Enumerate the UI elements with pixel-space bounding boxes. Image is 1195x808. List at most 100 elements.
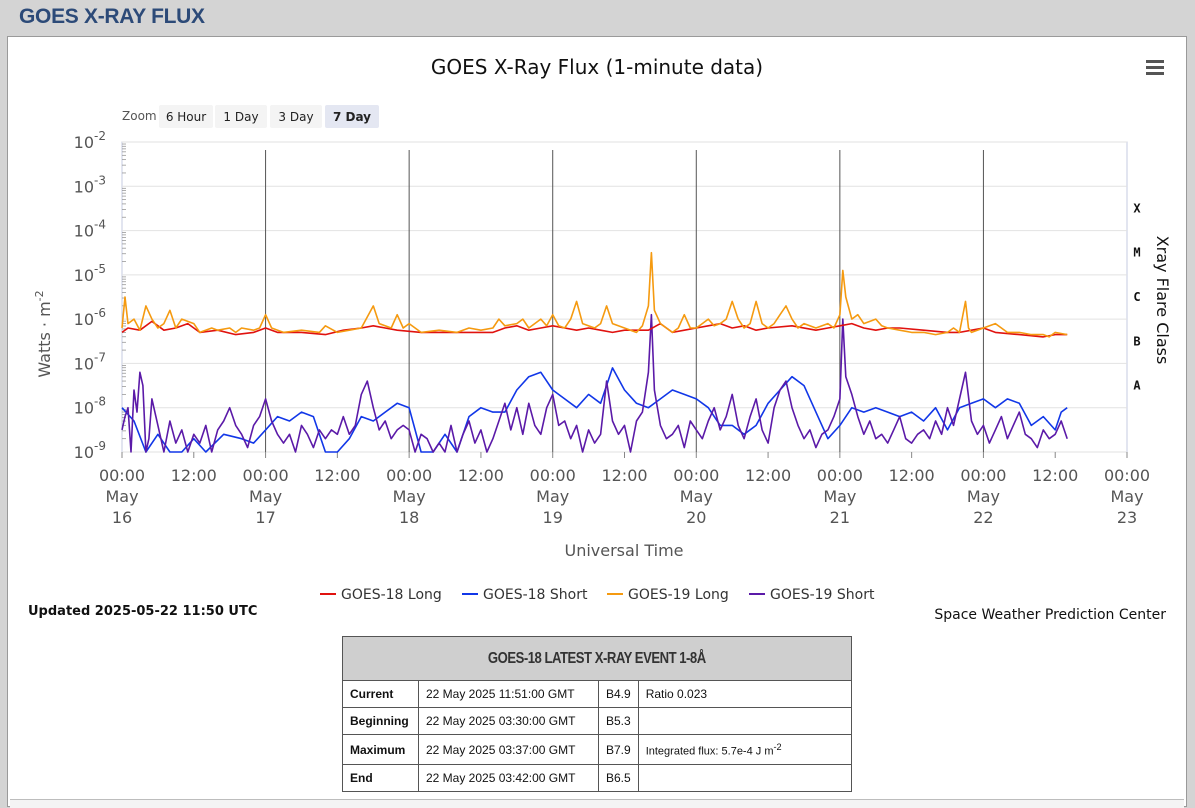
y-tick-base: 10: [74, 222, 94, 241]
x-tick-time-label: 00:00: [960, 466, 1006, 485]
row-label: End: [342, 764, 419, 792]
y-tick-exponent: -5: [94, 262, 106, 276]
y-tick-label: 10-6: [74, 306, 106, 329]
row-class: B7.9: [598, 734, 639, 765]
x-tick-time-label: 12:00: [171, 466, 217, 485]
plot-frame: [121, 141, 1128, 453]
row-label: Maximum: [342, 734, 419, 765]
menu-icon-bar: [1146, 60, 1164, 63]
event-table-title: GOES-18 LATEST X-RAY EVENT 1-8Å: [342, 636, 852, 681]
x-tick-time-label: 00:00: [243, 466, 289, 485]
page-title: GOES X-RAY FLUX: [19, 5, 205, 28]
y-axis-title: Watts · m-2: [33, 290, 54, 377]
y-axis-title-sup: -2: [33, 290, 46, 301]
x-tick-day-label: 20: [686, 508, 706, 527]
x-tick-day-label: 17: [255, 508, 275, 527]
row-time: 22 May 2025 03:30:00 GMT: [418, 707, 599, 735]
table-row: Current 22 May 2025 11:51:00 GMT B4.9 Ra…: [342, 680, 853, 708]
updated-timestamp: Updated 2025-05-22 11:50 UTC: [28, 604, 258, 619]
legend-item[interactable]: GOES-18 Long: [320, 587, 442, 603]
integrated-flux-text: Integrated flux: 5.7e-4 J m: [645, 745, 774, 758]
x-tick-time-label: 12:00: [745, 466, 791, 485]
x-tick-day-label: 19: [543, 508, 563, 527]
flare-class-label: A: [1133, 379, 1141, 393]
x-tick-day-label: 22: [973, 508, 993, 527]
row-class: B6.5: [598, 764, 639, 792]
x-tick-month-label: May: [536, 487, 569, 506]
y-tick-label: 10-2: [74, 129, 106, 152]
legend-label: GOES-18 Long: [341, 587, 442, 603]
zoom-button-bg: [325, 105, 379, 128]
row-time: 22 May 2025 11:51:00 GMT: [418, 680, 599, 708]
latest-event-table: GOES-18 LATEST X-RAY EVENT 1-8Å Current …: [342, 636, 853, 792]
bottom-strip: [10, 799, 1184, 808]
zoom-button-label: 1 Day: [223, 110, 258, 124]
flare-class-label: B: [1133, 334, 1140, 348]
y-tick-label: 10-9: [74, 439, 106, 462]
x-tick-time-label: 12:00: [1032, 466, 1078, 485]
y-axis-title-text: Watts · m: [35, 301, 54, 377]
menu-icon-bar: [1146, 72, 1164, 75]
x-tick-time-label: 00:00: [530, 466, 576, 485]
y-tick-base: 10: [74, 310, 94, 329]
row-time: 22 May 2025 03:42:00 GMT: [418, 764, 599, 792]
zoom-button-6-hour[interactable]: 6 Hour: [159, 105, 213, 128]
table-row: Beginning 22 May 2025 03:30:00 GMT B5.3: [342, 707, 853, 735]
event-table-title-text: GOES-18 LATEST X-RAY EVENT 1-8Å: [488, 649, 706, 667]
zoom-button-label: 3 Day: [278, 110, 313, 124]
flare-class-label: C: [1133, 290, 1140, 304]
x-tick-time-label: 00:00: [386, 466, 432, 485]
chart-legend: GOES-18 Long GOES-18 Short GOES-19 Long GOE…: [320, 587, 875, 603]
y-tick-base: 10: [74, 399, 94, 418]
row-note: [637, 707, 853, 735]
row-note: Ratio 0.023: [637, 680, 853, 708]
zoom-button-bg: [270, 105, 322, 128]
menu-icon-bar: [1146, 66, 1164, 69]
row-note: Integrated flux: 5.7e-4 J m-2: [637, 734, 853, 765]
x-tick-day-label: 18: [399, 508, 419, 527]
flare-class-label: X: [1133, 201, 1141, 215]
zoom-button-label: 6 Hour: [166, 110, 206, 124]
x-tick-day-label: 21: [830, 508, 850, 527]
x-tick-month-label: May: [967, 487, 1000, 506]
x-tick-time-label: 00:00: [1104, 466, 1150, 485]
zoom-button-3-day[interactable]: 3 Day: [270, 105, 322, 128]
flare-class-label: M: [1133, 246, 1140, 260]
series-line-goes-19-long: [121, 251, 1068, 338]
credit-text: Space Weather Prediction Center: [934, 607, 1166, 623]
x-tick-time-label: 12:00: [601, 466, 647, 485]
y-tick-label: 10-3: [74, 173, 106, 196]
row-label: Current: [342, 680, 419, 708]
x-tick-time-label: 12:00: [314, 466, 360, 485]
y-tick-base: 10: [74, 266, 94, 285]
zoom-label: Zoom: [122, 109, 157, 123]
legend-item[interactable]: GOES-19 Long: [607, 587, 729, 603]
zoom-button-bg: [159, 105, 213, 128]
y-tick-label: 10-4: [74, 218, 106, 241]
y-tick-label: 10-8: [74, 395, 106, 418]
zoom-button-7-day[interactable]: 7 Day: [325, 105, 379, 128]
chart-title: GOES X-Ray Flux (1-minute data): [431, 55, 763, 79]
legend-label: GOES-18 Short: [483, 587, 588, 603]
x-tick-day-label: 16: [112, 508, 132, 527]
y-tick-base: 10: [74, 133, 94, 152]
x-tick-day-label: 23: [1117, 508, 1137, 527]
x-tick-time-label: 00:00: [817, 466, 863, 485]
hamburger-menu-icon[interactable]: [1146, 60, 1164, 75]
x-tick-month-label: May: [249, 487, 282, 506]
page-header: GOES X-RAY FLUX: [0, 0, 1195, 36]
zoom-button-label: 7 Day: [333, 110, 371, 124]
row-time: 22 May 2025 03:37:00 GMT: [418, 734, 599, 765]
y-tick-exponent: -6: [94, 306, 106, 320]
x-tick-month-label: May: [105, 487, 138, 506]
legend-item[interactable]: GOES-18 Short: [462, 587, 588, 603]
integrated-flux-sup: -2: [773, 741, 782, 752]
flare-class-axis-title: Xray Flare Class: [1153, 236, 1172, 365]
table-row: Maximum 22 May 2025 03:37:00 GMT B7.9 In…: [342, 734, 853, 765]
x-tick-month-label: May: [393, 487, 426, 506]
y-tick-label: 10-7: [74, 350, 106, 373]
legend-item[interactable]: GOES-19 Short: [749, 587, 875, 603]
y-tick-exponent: -7: [94, 350, 106, 364]
row-note: [637, 764, 853, 792]
zoom-button-1-day[interactable]: 1 Day: [215, 105, 267, 128]
